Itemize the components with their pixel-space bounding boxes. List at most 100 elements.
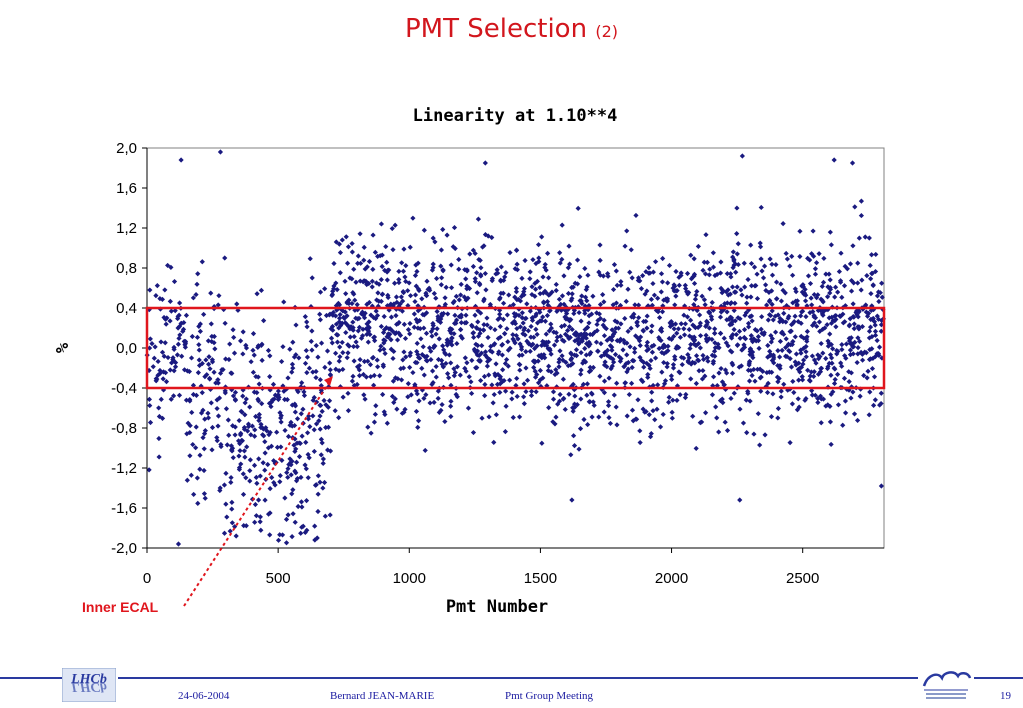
data-point xyxy=(227,341,233,347)
data-point xyxy=(287,346,293,352)
data-point xyxy=(164,315,170,321)
data-point xyxy=(678,354,685,360)
data-point xyxy=(361,257,367,263)
data-point xyxy=(826,271,832,277)
data-point xyxy=(458,281,464,288)
data-point xyxy=(732,300,738,306)
data-point xyxy=(649,349,656,355)
data-point xyxy=(493,361,499,367)
data-point xyxy=(818,396,824,402)
y-tick-label: 0,4 xyxy=(116,300,137,317)
data-point xyxy=(423,392,429,398)
data-point xyxy=(475,342,481,349)
data-point xyxy=(584,341,590,347)
data-point xyxy=(647,270,653,276)
data-point xyxy=(648,430,654,437)
data-point xyxy=(681,332,688,338)
data-point xyxy=(350,327,356,333)
data-point xyxy=(448,403,454,409)
data-point xyxy=(345,323,352,330)
data-point xyxy=(642,409,648,415)
data-point xyxy=(330,312,336,318)
data-point xyxy=(376,281,382,287)
data-point xyxy=(156,405,162,411)
data-point xyxy=(613,404,619,410)
data-point xyxy=(302,529,308,536)
data-point xyxy=(333,313,339,319)
data-point xyxy=(803,395,809,402)
data-point xyxy=(243,396,249,402)
data-point xyxy=(292,409,298,415)
data-point xyxy=(665,343,671,349)
data-point xyxy=(399,308,405,314)
data-point xyxy=(746,378,753,384)
data-point xyxy=(594,327,600,334)
data-point xyxy=(818,366,824,372)
data-point xyxy=(773,262,779,268)
data-point xyxy=(228,474,234,481)
data-point xyxy=(791,319,797,325)
data-point xyxy=(809,251,815,257)
data-point xyxy=(664,360,670,367)
data-point xyxy=(563,308,569,314)
data-point xyxy=(458,320,464,326)
data-point xyxy=(362,396,368,402)
data-point xyxy=(827,284,833,291)
data-point xyxy=(694,288,700,295)
data-point xyxy=(781,310,787,316)
data-point xyxy=(737,497,743,503)
data-point xyxy=(729,370,736,376)
data-point xyxy=(475,319,481,325)
data-point xyxy=(741,344,748,350)
data-point xyxy=(559,256,565,262)
data-point xyxy=(707,266,713,272)
data-point xyxy=(607,343,614,349)
data-point xyxy=(313,374,319,381)
data-point xyxy=(216,395,223,401)
data-point xyxy=(673,268,679,275)
data-point xyxy=(349,240,355,247)
data-point xyxy=(299,433,305,439)
data-point xyxy=(681,312,687,318)
data-point xyxy=(738,363,744,369)
data-point xyxy=(300,406,306,412)
data-point xyxy=(535,358,541,364)
data-point xyxy=(430,261,436,267)
data-point xyxy=(552,421,558,427)
data-point xyxy=(353,279,359,285)
data-point xyxy=(786,313,792,319)
data-point xyxy=(876,298,882,305)
data-point xyxy=(175,341,181,347)
data-point xyxy=(748,242,754,248)
data-point xyxy=(146,396,152,403)
data-point xyxy=(229,506,235,512)
data-point xyxy=(801,357,807,363)
data-point xyxy=(661,381,668,387)
data-point xyxy=(434,308,440,315)
data-point xyxy=(762,282,769,288)
data-point xyxy=(609,327,615,333)
data-point xyxy=(371,314,377,321)
data-point xyxy=(579,338,585,344)
data-point xyxy=(730,332,736,338)
data-point xyxy=(378,343,384,349)
data-point xyxy=(724,317,730,323)
data-point xyxy=(353,339,359,345)
data-point xyxy=(830,346,836,352)
data-point xyxy=(193,291,199,298)
data-point xyxy=(576,446,582,452)
data-point xyxy=(706,272,712,278)
data-point xyxy=(870,307,877,313)
data-point xyxy=(757,244,764,250)
data-point xyxy=(748,260,755,267)
data-point xyxy=(650,408,656,414)
data-point xyxy=(849,278,855,284)
data-point xyxy=(236,453,242,459)
data-point xyxy=(810,228,816,234)
data-point xyxy=(487,348,493,354)
data-point xyxy=(591,329,598,335)
data-point xyxy=(371,419,378,425)
data-point xyxy=(472,312,478,318)
data-point xyxy=(277,479,283,485)
data-point xyxy=(349,378,355,384)
